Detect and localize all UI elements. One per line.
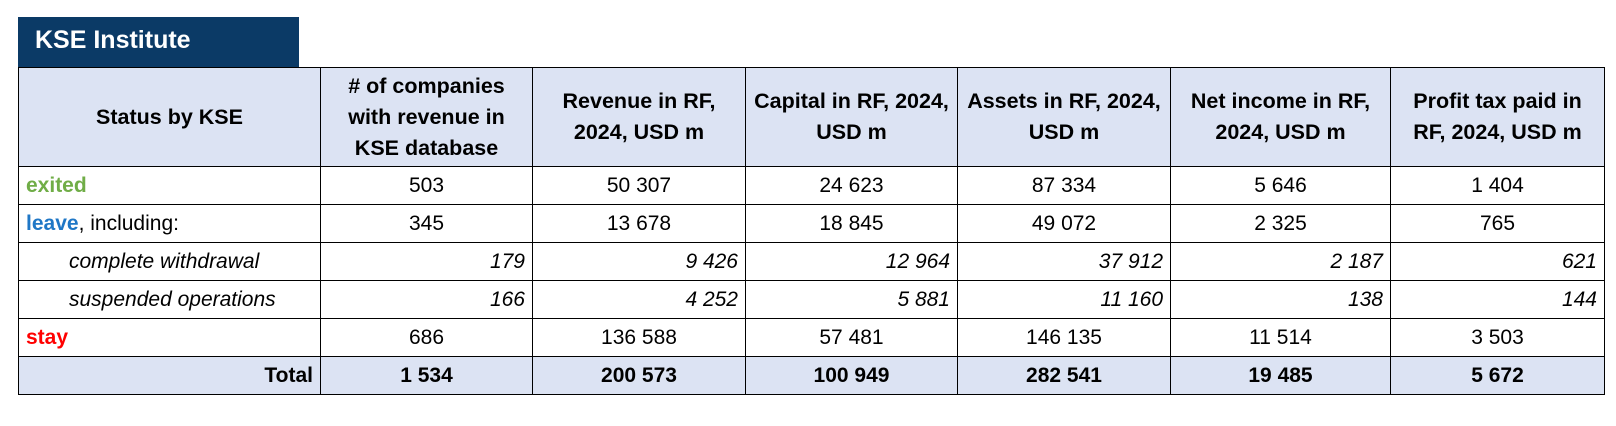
table-cell: 3 503 — [1390, 318, 1605, 357]
table-cell: 136 588 — [532, 318, 746, 357]
table-cell: 12 964 — [745, 242, 958, 281]
table-cell: 200 573 — [532, 356, 746, 395]
header-assets: Assets in RF, 2024, USD m — [957, 67, 1171, 167]
table-row-leave: leave, including: 345 13 678 18 845 49 0… — [18, 204, 1605, 243]
brand-title: KSE Institute — [35, 26, 191, 54]
table-row-total: Total 1 534 200 573 100 949 282 541 19 4… — [18, 356, 1605, 395]
table-cell: 100 949 — [745, 356, 958, 395]
table-cell: 9 426 — [532, 242, 746, 281]
table-cell: 24 623 — [745, 166, 958, 205]
table-cell: 13 678 — [532, 204, 746, 243]
header-revenue: Revenue in RF, 2024, USD m — [532, 67, 746, 167]
table-cell: 2 325 — [1170, 204, 1391, 243]
table-cell: 4 252 — [532, 280, 746, 319]
table-header-row: Status by KSE # of companies with revenu… — [18, 67, 1605, 167]
brand-banner: KSE Institute — [18, 17, 299, 68]
table-cell: 5 672 — [1390, 356, 1605, 395]
table-cell: 765 — [1390, 204, 1605, 243]
table-row-suspended-operations: suspended operations 166 4 252 5 881 11 … — [18, 280, 1605, 319]
table-cell: 57 481 — [745, 318, 958, 357]
complete-withdrawal-label: complete withdrawal — [18, 242, 321, 281]
status-leave-cell: leave, including: — [18, 204, 321, 243]
table-cell: 2 187 — [1170, 242, 1391, 281]
header-companies: # of companies with revenue in KSE datab… — [320, 67, 533, 167]
table-cell: 5 646 — [1170, 166, 1391, 205]
suspended-operations-label: suspended operations — [18, 280, 321, 319]
table-cell: 345 — [320, 204, 533, 243]
header-profit-tax: Profit tax paid in RF, 2024, USD m — [1390, 67, 1605, 167]
kse-status-table: Status by KSE # of companies with revenu… — [18, 67, 1605, 395]
table-cell: 282 541 — [957, 356, 1171, 395]
status-exited-label: exited — [18, 166, 321, 205]
table-cell: 503 — [320, 166, 533, 205]
table-cell: 1 404 — [1390, 166, 1605, 205]
table-cell: 146 135 — [957, 318, 1171, 357]
table-cell: 11 160 — [957, 280, 1171, 319]
table-row-stay: stay 686 136 588 57 481 146 135 11 514 3… — [18, 318, 1605, 357]
table-cell: 138 — [1170, 280, 1391, 319]
table-cell: 37 912 — [957, 242, 1171, 281]
table-cell: 49 072 — [957, 204, 1171, 243]
table-cell: 621 — [1390, 242, 1605, 281]
status-stay-label: stay — [18, 318, 321, 357]
table-cell: 87 334 — [957, 166, 1171, 205]
header-net-income: Net income in RF, 2024, USD m — [1170, 67, 1391, 167]
table-cell: 18 845 — [745, 204, 958, 243]
status-leave-label: leave — [26, 211, 79, 235]
table-cell: 166 — [320, 280, 533, 319]
table-cell: 144 — [1390, 280, 1605, 319]
table-cell: 5 881 — [745, 280, 958, 319]
table-cell: 11 514 — [1170, 318, 1391, 357]
table-cell: 19 485 — [1170, 356, 1391, 395]
table-row-complete-withdrawal: complete withdrawal 179 9 426 12 964 37 … — [18, 242, 1605, 281]
table-cell: 1 534 — [320, 356, 533, 395]
total-label: Total — [18, 356, 321, 395]
status-leave-suffix: , including: — [78, 211, 179, 235]
table-row-exited: exited 503 50 307 24 623 87 334 5 646 1 … — [18, 166, 1605, 205]
header-status: Status by KSE — [18, 67, 321, 167]
header-capital: Capital in RF, 2024, USD m — [745, 67, 958, 167]
table-cell: 686 — [320, 318, 533, 357]
table-cell: 179 — [320, 242, 533, 281]
table-cell: 50 307 — [532, 166, 746, 205]
